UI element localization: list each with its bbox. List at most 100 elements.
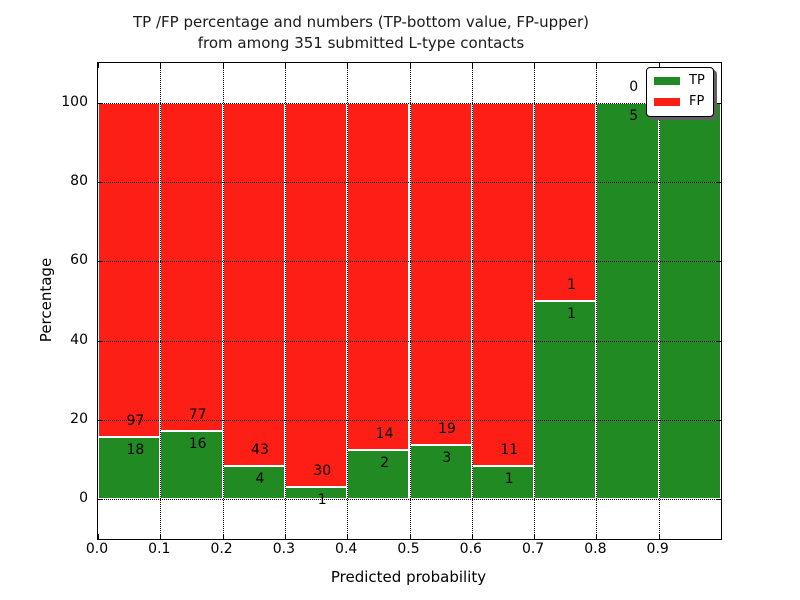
x-tick-mark (98, 534, 99, 539)
x-tick-label: 0.2 (210, 541, 233, 557)
y-tick-label: 80 (70, 173, 88, 189)
chart-title: TP /FP percentage and numbers (TP-bottom… (0, 12, 722, 54)
bar-tp-segment (534, 301, 597, 500)
y-tick-label: 0 (79, 490, 88, 507)
bar-fp-segment (160, 102, 223, 432)
bar-tp-segment (471, 466, 535, 500)
bar-fp-segment (222, 102, 285, 466)
bar-fp-segment (347, 102, 410, 450)
legend: TP FP (646, 67, 714, 117)
x-tick-mark (409, 63, 411, 68)
y-tick-mark (716, 102, 721, 104)
x-tick-mark (160, 63, 162, 68)
vertical-gridline (534, 63, 536, 539)
x-tick-label: 0.7 (521, 541, 545, 557)
x-tick-mark (534, 63, 536, 68)
x-tick-mark (471, 534, 473, 539)
x-tick-mark (596, 63, 598, 68)
tp-count-label: 3 (442, 450, 452, 467)
x-tick-label: 0.4 (335, 541, 358, 557)
tp-count-label: 18 (126, 442, 145, 459)
y-tick-label: 60 (70, 252, 88, 269)
tp-count-label: 2 (380, 454, 390, 471)
tp-count-label: 16 (188, 436, 207, 453)
x-tick-mark (534, 534, 536, 539)
x-tick-mark (409, 534, 411, 539)
x-tick-mark (284, 63, 286, 68)
fp-count-label: 14 (375, 425, 394, 442)
x-tick-label: 0.3 (272, 541, 296, 557)
y-tick-label: 20 (70, 411, 88, 427)
legend-item-fp: FP (654, 94, 705, 110)
chart-title-line2: from among 351 submitted L-type contacts (197, 34, 525, 52)
bar-fp-segment (284, 102, 348, 487)
x-tick-mark (721, 63, 722, 68)
bar-fp-segment (471, 102, 535, 467)
x-tick-label: 0.1 (148, 541, 171, 557)
x-axis-label: Predicted probability (330, 568, 487, 586)
bar-tp-segment (284, 486, 348, 500)
tp-count-label: 1 (504, 471, 514, 488)
x-tick-mark (471, 63, 473, 68)
y-tick-mark (98, 182, 103, 183)
fp-count-label: 11 (500, 442, 519, 459)
y-axis-label: Percentage (37, 257, 55, 343)
vertical-gridline (409, 63, 411, 539)
fp-count-label: 97 (126, 413, 145, 430)
y-tick-mark (98, 261, 103, 263)
x-tick-label: 0.5 (397, 541, 420, 557)
y-tick-mark (716, 261, 721, 263)
x-tick-mark (347, 63, 349, 68)
tp-count-label: 1 (317, 491, 327, 508)
x-tick-mark (721, 534, 722, 539)
y-tick-mark (98, 102, 103, 104)
y-tick-mark (716, 420, 721, 421)
bar-tp-segment (98, 437, 161, 500)
vertical-gridline (347, 63, 349, 539)
tp-count-label: 5 (629, 107, 639, 124)
y-tick-mark (98, 420, 103, 421)
x-tick-mark (347, 534, 349, 539)
vertical-gridline (596, 63, 598, 539)
bar-fp-segment (534, 102, 597, 301)
fp-count-label: 19 (437, 421, 456, 438)
tp-legend-swatch-icon (654, 77, 680, 85)
x-tick-mark (160, 534, 162, 539)
bar-tp-segment (222, 465, 285, 500)
bar-tp-segment (596, 102, 659, 500)
fp-count-label: 1 (567, 277, 576, 293)
y-tick-mark (716, 182, 721, 183)
y-tick-mark (98, 340, 103, 342)
bar-tp-segment (658, 102, 721, 500)
y-tick-label: 40 (70, 331, 88, 348)
y-tick-label: 100 (61, 93, 88, 110)
bar-fp-segment (409, 102, 472, 446)
x-tick-label: 0.0 (85, 541, 109, 557)
x-tick-mark (222, 63, 224, 68)
x-tick-label: 0.8 (584, 541, 607, 557)
fp-legend-label: FP (689, 94, 705, 109)
fp-count-label: 30 (313, 462, 332, 479)
bar-tp-segment (160, 431, 223, 500)
y-tick-mark (98, 499, 103, 501)
x-tick-mark (222, 534, 224, 539)
tp-legend-label: TP (689, 73, 705, 88)
chart-title-line1: TP /FP percentage and numbers (TP-bottom… (133, 13, 589, 31)
x-tick-mark (658, 63, 660, 68)
vertical-gridline (284, 63, 286, 539)
bar-tp-segment (409, 445, 472, 500)
tp-count-label: 1 (567, 306, 576, 322)
y-tick-mark (716, 340, 721, 342)
x-tick-label: 0.9 (646, 541, 669, 557)
vertical-gridline (658, 63, 660, 539)
plot-area: TP FP 97187716434301142193111110508 (97, 62, 722, 540)
bar-fp-segment (98, 102, 161, 438)
x-tick-mark (596, 534, 598, 539)
vertical-gridline (471, 63, 473, 539)
x-tick-label: 0.6 (459, 541, 482, 557)
legend-item-tp: TP (654, 73, 705, 89)
y-tick-mark (716, 499, 721, 501)
fp-count-label: 43 (251, 441, 269, 458)
x-tick-mark (658, 534, 660, 539)
